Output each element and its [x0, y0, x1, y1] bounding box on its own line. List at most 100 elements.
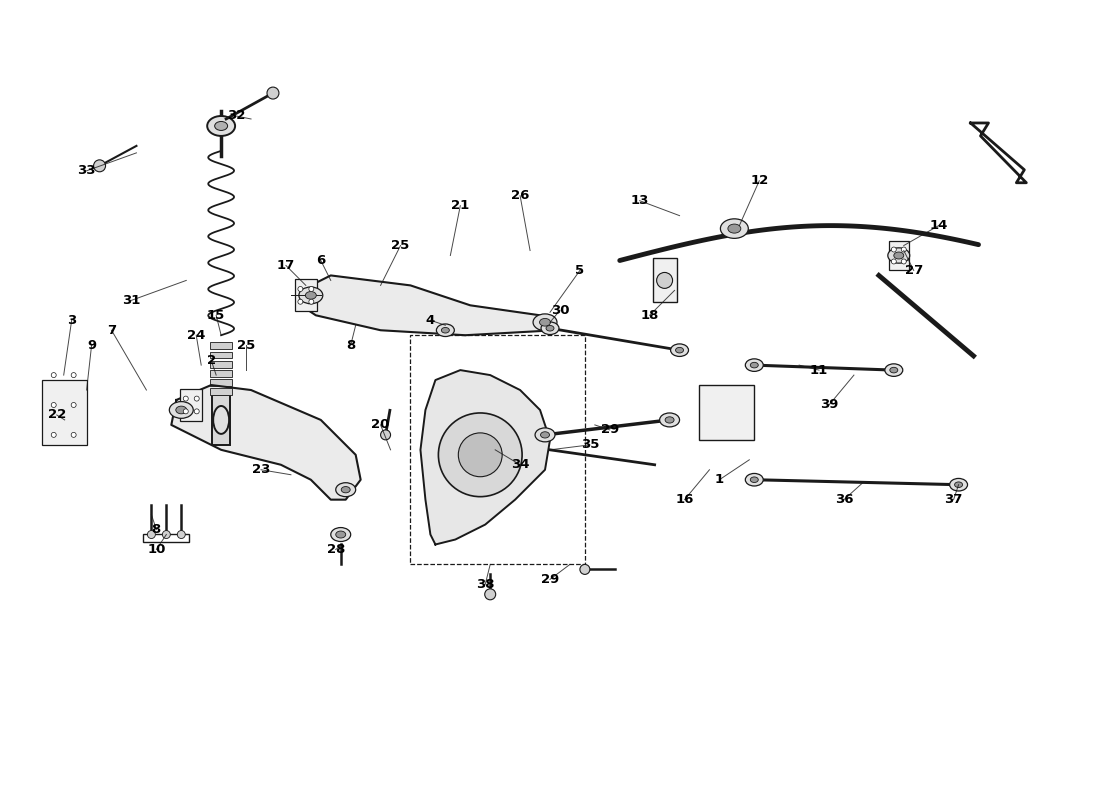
- Bar: [210, 342, 232, 350]
- Circle shape: [177, 530, 185, 538]
- Text: 1: 1: [715, 474, 724, 486]
- Circle shape: [580, 565, 590, 574]
- Circle shape: [52, 402, 56, 407]
- Text: 8: 8: [346, 338, 355, 352]
- Ellipse shape: [888, 248, 910, 263]
- Circle shape: [184, 396, 188, 401]
- Circle shape: [439, 413, 522, 497]
- Ellipse shape: [169, 402, 194, 418]
- Text: 16: 16: [675, 493, 694, 506]
- Polygon shape: [172, 385, 361, 500]
- Circle shape: [267, 87, 279, 99]
- Circle shape: [901, 247, 906, 252]
- Ellipse shape: [207, 116, 235, 136]
- Ellipse shape: [890, 367, 898, 373]
- Text: 34: 34: [510, 458, 529, 471]
- Text: 30: 30: [551, 304, 569, 317]
- Circle shape: [901, 259, 906, 264]
- Ellipse shape: [541, 322, 559, 334]
- Text: 23: 23: [252, 463, 271, 476]
- Ellipse shape: [894, 252, 904, 259]
- Ellipse shape: [955, 482, 962, 487]
- Text: 26: 26: [510, 190, 529, 202]
- Text: 17: 17: [277, 259, 295, 272]
- Text: 12: 12: [750, 174, 769, 187]
- Text: 39: 39: [820, 398, 838, 411]
- Text: 36: 36: [835, 493, 854, 506]
- Ellipse shape: [720, 219, 748, 238]
- Ellipse shape: [539, 318, 550, 326]
- Ellipse shape: [666, 417, 674, 423]
- Text: 22: 22: [47, 409, 66, 422]
- Text: 13: 13: [630, 194, 649, 207]
- Text: 29: 29: [541, 573, 559, 586]
- Text: 8: 8: [152, 523, 161, 536]
- Ellipse shape: [336, 531, 345, 538]
- Ellipse shape: [299, 287, 322, 304]
- Ellipse shape: [341, 486, 350, 493]
- Circle shape: [52, 373, 56, 378]
- Ellipse shape: [176, 406, 187, 414]
- Ellipse shape: [746, 474, 763, 486]
- Ellipse shape: [331, 527, 351, 542]
- Ellipse shape: [671, 344, 689, 357]
- Circle shape: [184, 409, 188, 414]
- Text: 35: 35: [581, 438, 600, 451]
- Text: 15: 15: [207, 309, 226, 322]
- Bar: [652, 258, 676, 302]
- Text: 25: 25: [236, 338, 255, 352]
- Circle shape: [459, 433, 503, 477]
- Circle shape: [195, 409, 199, 414]
- Bar: [889, 241, 909, 270]
- Bar: [410, 335, 585, 565]
- Ellipse shape: [546, 326, 554, 331]
- Text: 20: 20: [372, 418, 389, 431]
- Text: 33: 33: [77, 164, 96, 178]
- Bar: [210, 361, 232, 368]
- Circle shape: [163, 530, 170, 538]
- Ellipse shape: [213, 406, 229, 434]
- Text: 2: 2: [207, 354, 216, 366]
- Circle shape: [891, 247, 896, 252]
- Bar: [210, 388, 232, 395]
- Text: 9: 9: [87, 338, 96, 352]
- Text: 3: 3: [67, 314, 76, 326]
- Circle shape: [309, 299, 313, 304]
- Ellipse shape: [336, 482, 355, 497]
- Ellipse shape: [746, 359, 763, 371]
- Ellipse shape: [534, 314, 557, 330]
- Text: 4: 4: [426, 314, 434, 326]
- Polygon shape: [420, 370, 550, 545]
- Ellipse shape: [540, 432, 550, 438]
- Circle shape: [72, 402, 76, 407]
- Bar: [42, 380, 87, 445]
- Text: 10: 10: [147, 543, 166, 556]
- Text: 38: 38: [476, 578, 495, 591]
- Text: 6: 6: [316, 254, 326, 267]
- Text: 27: 27: [904, 264, 923, 277]
- Circle shape: [298, 299, 302, 304]
- Bar: [210, 379, 232, 386]
- Ellipse shape: [214, 122, 228, 130]
- Ellipse shape: [884, 364, 903, 376]
- Text: 11: 11: [810, 364, 828, 377]
- Text: 29: 29: [601, 423, 619, 436]
- Text: 28: 28: [327, 543, 345, 556]
- Circle shape: [52, 432, 56, 438]
- Circle shape: [485, 589, 496, 600]
- Text: 32: 32: [227, 110, 245, 122]
- Ellipse shape: [441, 327, 450, 333]
- Circle shape: [381, 430, 390, 440]
- Circle shape: [298, 286, 302, 291]
- Ellipse shape: [535, 428, 556, 442]
- Bar: [295, 279, 317, 311]
- Ellipse shape: [949, 478, 968, 491]
- Circle shape: [309, 286, 313, 291]
- Ellipse shape: [675, 347, 683, 353]
- Bar: [143, 534, 189, 542]
- Circle shape: [147, 530, 155, 538]
- Text: 37: 37: [945, 493, 962, 506]
- Circle shape: [94, 160, 106, 172]
- Circle shape: [657, 273, 672, 288]
- Text: 31: 31: [122, 294, 141, 307]
